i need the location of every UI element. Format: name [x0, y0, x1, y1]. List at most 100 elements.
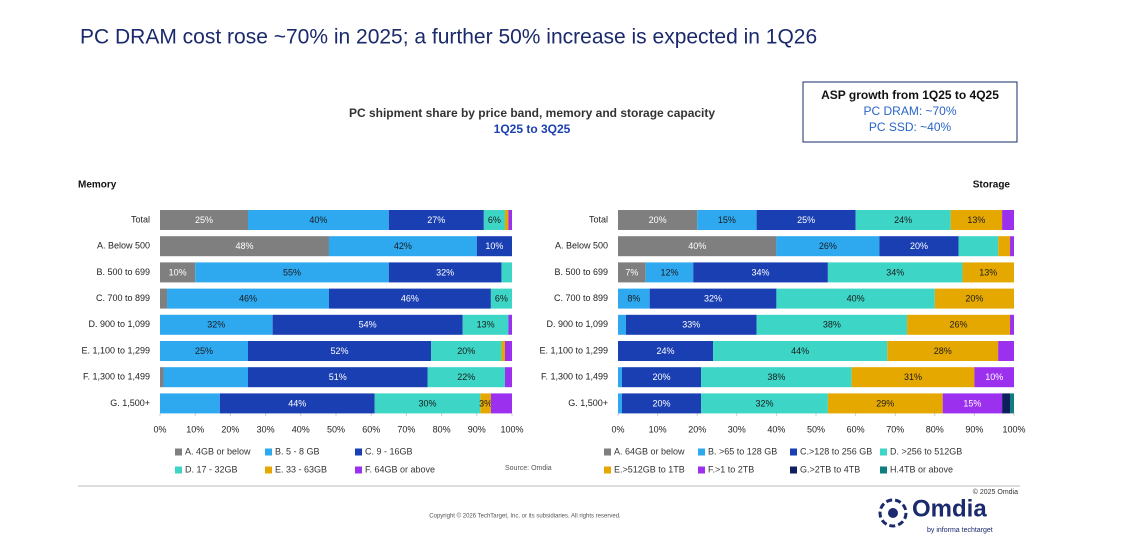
bar-segment: [827, 393, 943, 414]
category-label: D. 900 to 1,099: [546, 319, 608, 329]
x-tick-label: 20%: [221, 424, 239, 434]
legend-swatch: [175, 448, 182, 456]
data-label: 40%: [309, 215, 327, 225]
data-label: 44%: [288, 398, 306, 408]
bar-segment: [248, 210, 389, 230]
figure-title: PC shipment share by price band, memory …: [349, 106, 715, 120]
x-tick-label: 50%: [807, 424, 825, 434]
x-tick-label: 90%: [468, 424, 486, 434]
bar-segment: [272, 314, 463, 335]
legend-swatch: [698, 466, 705, 474]
bar-segment: [328, 236, 477, 257]
data-label: 10%: [985, 372, 1003, 382]
bar-segment: [855, 210, 951, 230]
bar-segment: [508, 210, 512, 230]
bar-segment: [160, 314, 273, 335]
data-label: 34%: [752, 267, 770, 277]
category-label: F. 1,300 to 1,499: [83, 372, 150, 382]
bar-segment: [248, 341, 432, 361]
bar-segment: [483, 210, 505, 230]
category-label: F. 1,300 to 1,499: [541, 372, 608, 382]
bar-segment: [1010, 314, 1014, 335]
bar-segment: [713, 341, 888, 361]
bar-segment: [625, 314, 757, 335]
legend-label: A. 64GB or below: [614, 446, 685, 456]
bar-segment: [504, 210, 509, 230]
category-label: B. 500 to 699: [96, 267, 150, 277]
bar-segment: [462, 314, 509, 335]
bar-segment: [934, 288, 1014, 309]
asp-box: [802, 81, 1018, 143]
category-label: D. 900 to 1,099: [88, 319, 150, 329]
data-label: 20%: [653, 398, 671, 408]
bar-segment: [621, 393, 702, 414]
data-label: 51%: [329, 372, 347, 382]
bar-segment: [756, 210, 856, 230]
data-label: 12%: [660, 267, 678, 277]
legend-swatch: [604, 448, 611, 456]
bar-segment: [160, 367, 164, 388]
bar-segment: [962, 262, 1014, 283]
bar-segment: [618, 341, 714, 361]
legend-swatch: [790, 448, 797, 456]
data-label: 20%: [457, 346, 475, 356]
legend-label: E. 33 - 63GB: [275, 464, 327, 474]
category-label: Total: [131, 214, 150, 224]
x-tick-label: 100%: [1002, 424, 1025, 434]
bar-segment: [1010, 393, 1014, 414]
x-tick-label: 50%: [327, 424, 345, 434]
asp-box-title: ASP growth from 1Q25 to 4Q25: [821, 88, 999, 102]
bar-segment: [618, 367, 622, 388]
data-label: 25%: [195, 215, 213, 225]
data-label: 52%: [331, 346, 349, 356]
legend-swatch: [175, 466, 182, 474]
data-label: 6%: [495, 293, 508, 303]
legend-swatch: [698, 448, 705, 456]
logo-tagline: by informa techtarget: [927, 527, 993, 534]
bar-segment: [160, 393, 220, 414]
data-label: 31%: [904, 372, 922, 382]
legend-swatch: [265, 466, 272, 474]
category-label: E. 1,100 to 1,299: [81, 345, 150, 355]
data-label: 32%: [756, 398, 774, 408]
legend-label: C.>128 to 256 GB: [800, 446, 872, 456]
bar-segment: [907, 314, 1011, 335]
data-label: 29%: [876, 398, 894, 408]
data-label: 40%: [847, 293, 865, 303]
x-tick-label: 30%: [257, 424, 275, 434]
logo-mark: [888, 508, 898, 518]
legend-label: B. 5 - 8 GB: [275, 446, 320, 456]
legend-swatch: [265, 448, 272, 456]
bar-segment: [504, 367, 512, 388]
legend-label: A. 4GB or below: [185, 446, 251, 456]
bar-segment: [942, 393, 1003, 414]
data-label: 32%: [207, 320, 225, 330]
data-label: 38%: [823, 320, 841, 330]
legend-swatch: [880, 466, 887, 474]
x-tick-label: 20%: [688, 424, 706, 434]
bar-segment: [219, 393, 375, 414]
data-label: 24%: [894, 215, 912, 225]
x-tick-label: 80%: [926, 424, 944, 434]
data-label: 25%: [195, 346, 213, 356]
bar-segment: [163, 367, 248, 388]
category-label: B. 500 to 699: [554, 267, 608, 277]
data-label: 42%: [394, 241, 412, 251]
bar-segment: [974, 367, 1014, 388]
bar-segment: [756, 314, 908, 335]
bar-segment: [490, 288, 512, 309]
bar-segment: [427, 367, 505, 388]
data-label: 24%: [657, 346, 675, 356]
data-label: 10%: [485, 241, 503, 251]
data-label: 46%: [401, 293, 419, 303]
bar-segment: [618, 314, 626, 335]
bar-segment: [776, 236, 880, 257]
x-tick-label: 70%: [886, 424, 904, 434]
legend-label: D. >256 to 512GB: [890, 446, 962, 456]
bar-segment: [618, 393, 622, 414]
data-label: 13%: [477, 320, 495, 330]
data-label: 30%: [419, 398, 437, 408]
x-tick-label: 60%: [847, 424, 865, 434]
legend-label: H.4TB or above: [890, 464, 953, 474]
bar-segment: [998, 236, 1011, 257]
